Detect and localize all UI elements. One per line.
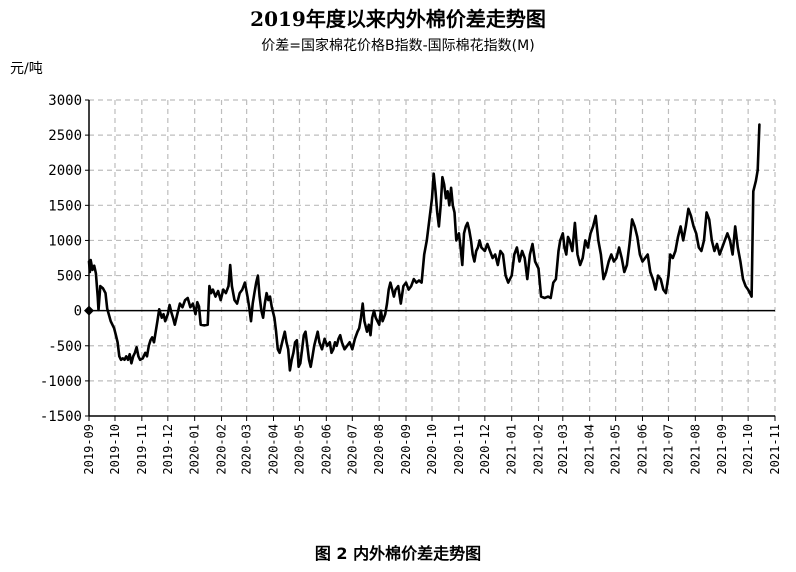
chart-subtitle: 价差=国家棉花价格B指数-国际棉花指数(M) <box>261 37 534 54</box>
chart-title: 2019年度以来内外棉价差走势图 <box>250 7 546 31</box>
x-tick-label: 2019-12 <box>161 424 175 475</box>
figure-caption: 图 2 内外棉价差走势图 <box>315 544 481 563</box>
y-tick-label: 0 <box>74 304 82 320</box>
x-tick-label: 2020-04 <box>266 424 280 475</box>
x-tick-label: 2021-03 <box>556 424 570 475</box>
x-tick-label: 2021-05 <box>609 424 623 475</box>
y-tick-label: 3000 <box>48 93 82 109</box>
y-axis-ticks: 3000 2500 2000 1500 1000 500 0 -500 -1000 -1500 <box>40 93 89 425</box>
x-tick-label: 2020-06 <box>319 424 333 475</box>
x-tick-label: 2020-03 <box>240 424 254 475</box>
x-tick-label: 2020-09 <box>399 424 413 475</box>
x-tick-label: 2021-06 <box>635 424 649 475</box>
grid-lines <box>89 99 776 416</box>
x-tick-label: 2021-11 <box>768 424 782 475</box>
y-tick-label: 2000 <box>48 163 82 179</box>
x-tick-label: 2019-10 <box>108 424 122 475</box>
x-tick-label: 2020-08 <box>372 424 386 475</box>
x-tick-label: 2019-09 <box>82 424 96 475</box>
x-tick-label: 2019-11 <box>135 424 149 475</box>
x-tick-label: 2021-02 <box>532 424 546 475</box>
x-tick-label: 2021-04 <box>583 424 597 475</box>
y-axis-unit-label: 元/吨 <box>10 61 43 77</box>
series-group <box>87 123 761 372</box>
y-tick-label: -1000 <box>40 374 82 390</box>
x-tick-label: 2020-02 <box>215 424 229 475</box>
y-tick-label: -1500 <box>40 409 82 425</box>
y-tick-label: 1500 <box>48 198 82 214</box>
series-line <box>87 123 761 372</box>
x-tick-label: 2021-01 <box>505 424 519 475</box>
y-tick-label: 1000 <box>48 233 82 249</box>
x-tick-label: 2021-10 <box>741 424 755 475</box>
x-tick-label: 2020-10 <box>425 424 439 475</box>
y-tick-label: 500 <box>57 269 82 285</box>
x-tick-label: 2021-07 <box>661 424 675 475</box>
x-tick-label: 2020-01 <box>188 424 202 475</box>
y-tick-label: 2500 <box>48 128 82 144</box>
x-tick-label: 2020-12 <box>478 424 492 475</box>
x-tick-label: 2020-05 <box>292 424 306 475</box>
x-tick-label: 2021-09 <box>715 424 729 475</box>
x-tick-label: 2020-11 <box>452 424 466 475</box>
x-axis-ticks: 2019-09 2019-10 2019-11 2019-12 2020-01 2020-… <box>82 416 782 475</box>
y-tick-label: -500 <box>48 339 82 355</box>
x-tick-label: 2021-08 <box>688 424 702 475</box>
x-tick-label: 2020-07 <box>345 424 359 475</box>
